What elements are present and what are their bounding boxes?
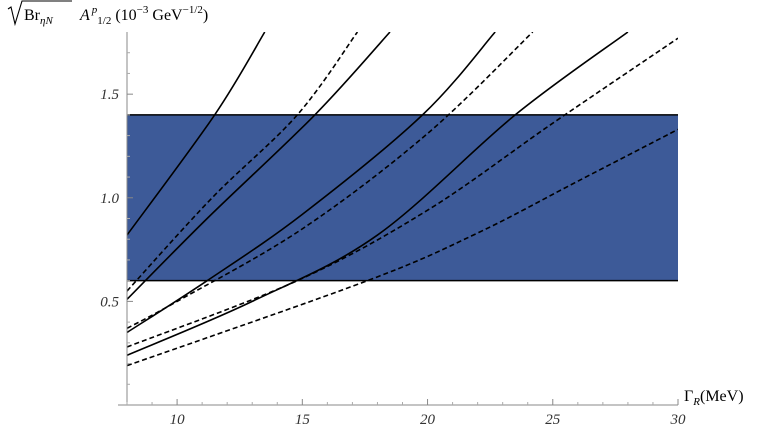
series-line-2-dashed <box>127 32 359 292</box>
series-line-4-dashed <box>127 32 534 330</box>
x-axis-label: ΓR(MeV) <box>684 388 744 408</box>
y-tick-label-0.5: 0.5 <box>100 294 119 310</box>
y-label-radicand-sub: ηN <box>40 15 53 27</box>
x-tick-label-30: 30 <box>670 412 687 425</box>
y-label-unit-exp2: −1/2 <box>183 4 203 16</box>
y-label-unit-mid: GeV <box>148 7 183 24</box>
x-tick-label-10: 10 <box>170 412 186 425</box>
x-tick-label-25: 25 <box>545 412 561 425</box>
y-label-amp-sub: 1/2 <box>97 15 111 27</box>
confidence-band <box>127 114 678 281</box>
series-line-6-dashed <box>127 37 678 348</box>
series-line-3-solid <box>127 32 391 300</box>
y-label-unit-close: ) <box>203 7 208 24</box>
y-label-unit-exp: −3 <box>137 4 149 16</box>
x-label-gamma: Γ <box>684 388 693 405</box>
y-tick-label-1.5: 1.5 <box>100 87 119 103</box>
y-label-radicand: Br <box>24 7 41 24</box>
x-label-sub: R <box>692 396 700 408</box>
series-line-5-solid <box>127 32 496 334</box>
svg-text:Ap1/2 (10−3 GeV−1/2): Ap1/2 (10−3 GeV−1/2) <box>79 4 208 27</box>
x-tick-label-20: 20 <box>420 412 436 425</box>
y-label-unit-open: (10 <box>111 7 136 24</box>
y-label-amp: A <box>79 7 90 24</box>
sqrt-radical <box>7 0 72 27</box>
x-tick-label-15: 15 <box>295 412 311 425</box>
series-line-8-dashed <box>127 128 678 367</box>
y-label-amp-sup: p <box>91 4 98 16</box>
y-tick-label-1: 1.0 <box>100 191 119 207</box>
series-line-1-solid <box>127 32 266 236</box>
svg-text:BrηN: BrηN <box>24 7 53 27</box>
series-line-7-solid <box>127 32 629 357</box>
x-label-unit: (MeV) <box>700 388 744 405</box>
